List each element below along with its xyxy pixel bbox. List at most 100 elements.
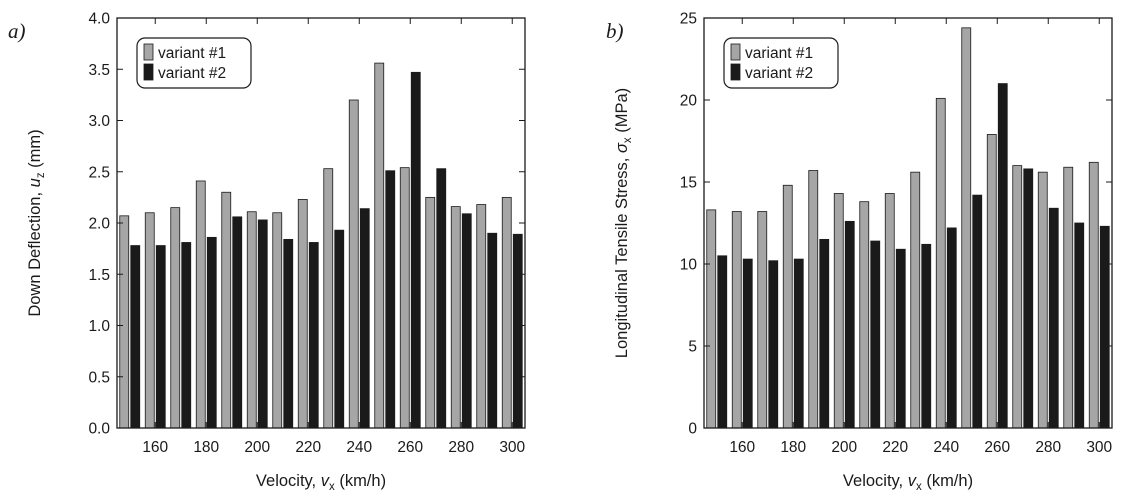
- y-axis-label-text: Down Deflection,: [26, 187, 44, 316]
- bar-series-2-240: [946, 227, 957, 429]
- x-tick-label: 220: [882, 439, 908, 456]
- x-tick-label: 220: [295, 439, 321, 456]
- bar-series-2-200: [844, 220, 855, 429]
- bar-series-1-180: [782, 184, 793, 429]
- x-tick-label: 160: [142, 439, 168, 456]
- x-tick-label: 200: [831, 439, 857, 456]
- bar-series-2-210: [283, 238, 294, 429]
- bar-series-2-220: [895, 248, 906, 429]
- legend-box: [136, 37, 252, 89]
- bar-series-1-300: [501, 196, 512, 429]
- bar-series-1-210: [859, 201, 870, 429]
- bar-series-2-290: [1074, 222, 1085, 429]
- bar-series-2-180: [206, 236, 217, 429]
- y-axis-label-text: Longitudinal Tensile Stress,: [613, 153, 631, 358]
- x-tick-label: 240: [933, 439, 959, 456]
- bar-series-1-260: [986, 134, 997, 429]
- y-axis-label-sub: z: [35, 172, 47, 178]
- y-axis-label-var: σ: [613, 142, 631, 153]
- bar-series-1-200: [246, 211, 257, 429]
- legend-label-2: variant #2: [745, 65, 813, 82]
- bar-series-1-240: [348, 99, 359, 429]
- bar-series-1-230: [323, 168, 334, 429]
- bar-series-1-270: [425, 196, 436, 429]
- panel-label: b): [606, 19, 624, 43]
- bar-series-1-280: [1037, 171, 1048, 429]
- legend-swatch-1: [730, 43, 741, 61]
- bar-series-1-170: [757, 211, 768, 429]
- bar-series-2-280: [461, 213, 472, 429]
- y-tick-label: 0.5: [88, 369, 110, 386]
- bar-series-1-190: [221, 191, 232, 429]
- legend-swatch-1: [143, 43, 154, 61]
- bar-series-1-220: [884, 193, 895, 429]
- bar-series-1-250: [961, 27, 972, 429]
- y-tick-label: 0.0: [88, 421, 110, 438]
- legend-label-2: variant #2: [158, 65, 226, 82]
- x-tick-label: 280: [1035, 439, 1061, 456]
- bar-series-2-160: [155, 245, 166, 429]
- y-tick-label: 25: [680, 11, 697, 28]
- legend-swatch-2: [730, 63, 741, 81]
- panel-label: a): [8, 19, 26, 43]
- bar-series-1-170: [170, 207, 181, 429]
- bar-series-1-240: [935, 97, 946, 429]
- plot-frame: [703, 17, 1113, 429]
- x-tick-label: 160: [729, 439, 755, 456]
- x-axis-label-text: Velocity,: [843, 472, 908, 490]
- x-axis-label: Velocity, vx (km/h): [843, 472, 973, 493]
- x-axis-label: Velocity, vx (km/h): [256, 472, 386, 493]
- bar-series-1-290: [1063, 166, 1074, 429]
- y-axis-label-unit: (mm): [26, 129, 44, 172]
- legend-box: [723, 37, 839, 89]
- bar-series-1-150: [119, 215, 130, 429]
- legend: variant #1 variant #2: [723, 37, 839, 89]
- x-tick-label: 300: [1086, 439, 1112, 456]
- legend-label-1: variant #1: [745, 45, 813, 62]
- y-axis-label: Longitudinal Tensile Stress, σx (MPa): [613, 88, 634, 358]
- y-tick-label: 2.5: [88, 164, 110, 181]
- x-tick-label: 260: [397, 439, 423, 456]
- x-tick-label: 300: [499, 439, 525, 456]
- bar-series-2-180: [793, 258, 804, 429]
- bar-series-2-280: [1048, 207, 1059, 429]
- y-tick-label: 1.0: [88, 318, 110, 335]
- bar-series-2-250: [385, 170, 396, 429]
- bar-series-1-300: [1088, 161, 1099, 429]
- x-axis-label-sub: x: [916, 481, 922, 493]
- y-axis-label-var: u: [26, 178, 44, 187]
- y-axis-label-unit: (MPa): [613, 88, 631, 138]
- y-tick-label: 1.5: [88, 267, 110, 284]
- y-tick-label: 2.0: [88, 216, 110, 233]
- bar-series-2-170: [181, 242, 192, 429]
- y-tick-label: 3.0: [88, 113, 110, 130]
- bar-series-2-190: [819, 238, 830, 429]
- x-axis-label-unit: (km/h): [335, 472, 386, 490]
- bar-series-1-290: [476, 204, 487, 429]
- bar-series-1-230: [910, 171, 921, 429]
- y-tick-label: 5: [688, 339, 697, 356]
- chart-panel-a: a) 0.0 0.5 1.0 1.5 2.0 2.5 3.0 3.5 4.0 160 180 200 22…: [8, 11, 526, 493]
- bar-series-2-200: [257, 219, 268, 429]
- bar-series-1-260: [399, 167, 410, 429]
- bar-series-1-160: [144, 212, 155, 429]
- x-tick-label: 200: [244, 439, 270, 456]
- legend-swatch-2: [143, 63, 154, 81]
- x-tick-label: 280: [448, 439, 474, 456]
- bar-series-2-230: [921, 243, 932, 429]
- bar-series-1-180: [195, 180, 206, 429]
- y-tick-label: 15: [680, 175, 697, 192]
- bar-series-1-160: [731, 211, 742, 429]
- x-tick-label: 260: [984, 439, 1010, 456]
- bar-series-1-200: [833, 193, 844, 429]
- bar-series-2-210: [870, 240, 881, 429]
- x-tick-label: 240: [346, 439, 372, 456]
- y-tick-label: 4.0: [88, 11, 110, 28]
- x-axis-label-var: v: [321, 472, 331, 490]
- bar-series-2-300: [512, 233, 523, 429]
- bar-series-2-270: [1023, 168, 1034, 429]
- x-tick-label: 180: [780, 439, 806, 456]
- y-tick-label: 0: [688, 421, 697, 438]
- bar-series-1-250: [374, 62, 385, 429]
